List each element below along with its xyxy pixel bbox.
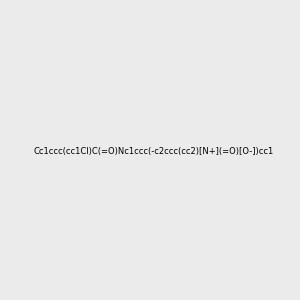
- Text: Cc1ccc(cc1Cl)C(=O)Nc1ccc(-c2ccc(cc2)[N+](=O)[O-])cc1: Cc1ccc(cc1Cl)C(=O)Nc1ccc(-c2ccc(cc2)[N+]…: [34, 147, 274, 156]
